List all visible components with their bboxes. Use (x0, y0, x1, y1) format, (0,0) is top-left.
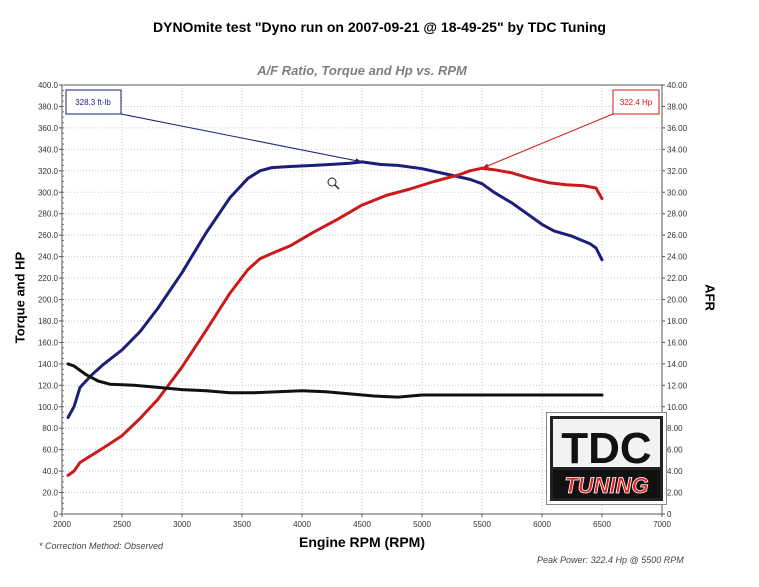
y-tick-label-right: 16.00 (667, 338, 688, 347)
y-tick-label-right: 14.00 (667, 360, 688, 369)
y-tick-label-left: 360.0 (38, 124, 59, 133)
y-tick-label-right: 8.00 (667, 424, 683, 433)
page-title: DYNOmite test "Dyno run on 2007-09-21 @ … (153, 19, 606, 35)
x-tick-label: 2000 (53, 520, 71, 529)
y-tick-label-right: 34.00 (667, 145, 688, 154)
logo-text-tuning: TUNING (564, 473, 648, 498)
y-tick-label-left: 320.0 (38, 167, 59, 176)
y-tick-label-right: 36.00 (667, 124, 688, 133)
logo-text-tdc: TDC (561, 424, 651, 473)
peak-annotations: 328.3 ft-lb 322.4 Hp (65, 89, 660, 169)
y-tick-label-left: 140.0 (38, 360, 59, 369)
y-tick-label-right: 28.00 (667, 210, 688, 219)
x-tick-label: 6500 (593, 520, 611, 529)
y-tick-label-right: 26.00 (667, 231, 688, 240)
annotation-arrow (481, 113, 614, 169)
chart-title: A/F Ratio, Torque and Hp vs. RPM (257, 63, 467, 78)
y-tick-label-right: 0 (667, 510, 672, 519)
annotation-arrow (120, 113, 363, 163)
peak-power-note: Peak Power: 322.4 Hp @ 5500 RPM (537, 555, 684, 565)
x-tick-label: 6000 (533, 520, 551, 529)
y-tick-label-right: 2.00 (667, 489, 683, 498)
y-tick-label-right: 24.00 (667, 253, 688, 262)
torque-line (66, 160, 604, 419)
x-axis-label: Engine RPM (RPM) (299, 534, 425, 550)
x-tick-label: 3000 (173, 520, 191, 529)
y-tick-label-right: 20.00 (667, 296, 688, 305)
y-tick-label-right: 40.00 (667, 81, 688, 90)
logo-graphic: TDC TUNING (550, 416, 663, 501)
x-tick-label: 3500 (233, 520, 251, 529)
y-tick-label-right: 6.00 (667, 446, 683, 455)
y-tick-label-right: 18.00 (667, 317, 688, 326)
y-tick-label-left: 120.0 (38, 381, 59, 390)
axis-ticks: 0 20.0 40.0 60.0 80.0 100.0 120.0 140.0 160.0 180… (38, 81, 688, 529)
series-lines (66, 160, 604, 477)
y-tick-label-left: 240.0 (38, 253, 59, 262)
y-tick-label-left: 380.0 (38, 102, 59, 111)
y-tick-label-left: 300.0 (38, 188, 59, 197)
annotation-box (65, 89, 122, 115)
magnifier-icon (327, 177, 340, 190)
annotation-label: 322.4 Hp (620, 98, 653, 107)
annotation-arrowhead (482, 163, 489, 169)
tdc-tuning-logo: TDC TUNING (546, 412, 667, 505)
x-tick-label: 4500 (353, 520, 371, 529)
y-tick-label-right: 30.00 (667, 188, 688, 197)
hp-line (66, 166, 604, 477)
y-tick-label-right: 10.00 (667, 403, 688, 412)
y-tick-label-left: 400.0 (38, 81, 59, 90)
y-tick-label-left: 180.0 (38, 317, 59, 326)
y-tick-label-left: 60.0 (42, 446, 58, 455)
y-tick-label-left: 40.0 (42, 467, 58, 476)
y-tick-label-left: 340.0 (38, 145, 59, 154)
y-tick-label-right: 4.00 (667, 467, 683, 476)
y-tick-label-left: 100.0 (38, 403, 59, 412)
y-tick-label-left: 200.0 (38, 296, 59, 305)
y-tick-label-right: 12.00 (667, 381, 688, 390)
y-tick-label-right: 22.00 (667, 274, 688, 283)
correction-footnote: * Correction Method: Observed (39, 541, 164, 551)
y-tick-label-left: 280.0 (38, 210, 59, 219)
annotation-box (612, 89, 660, 115)
afr-line (66, 362, 604, 399)
y-tick-label-left: 160.0 (38, 338, 59, 347)
annotation-arrowhead (355, 158, 362, 163)
y-tick-label-left: 220.0 (38, 274, 59, 283)
logo-band (553, 470, 660, 498)
x-tick-label: 5500 (473, 520, 491, 529)
y-tick-label-left: 0 (54, 510, 59, 519)
x-tick-label: 2500 (113, 520, 131, 529)
annotation-label: 328.3 ft-lb (75, 98, 111, 107)
x-tick-label: 7000 (653, 520, 671, 529)
y-tick-label-left: 20.0 (42, 489, 58, 498)
y-tick-label-right: 32.00 (667, 167, 688, 176)
y-tick-label-right: 38.00 (667, 102, 688, 111)
y-tick-label-left: 260.0 (38, 231, 59, 240)
x-tick-label: 4000 (293, 520, 311, 529)
x-tick-label: 5000 (413, 520, 431, 529)
logo-panel (553, 419, 660, 467)
y-tick-label-left: 80.0 (42, 424, 58, 433)
